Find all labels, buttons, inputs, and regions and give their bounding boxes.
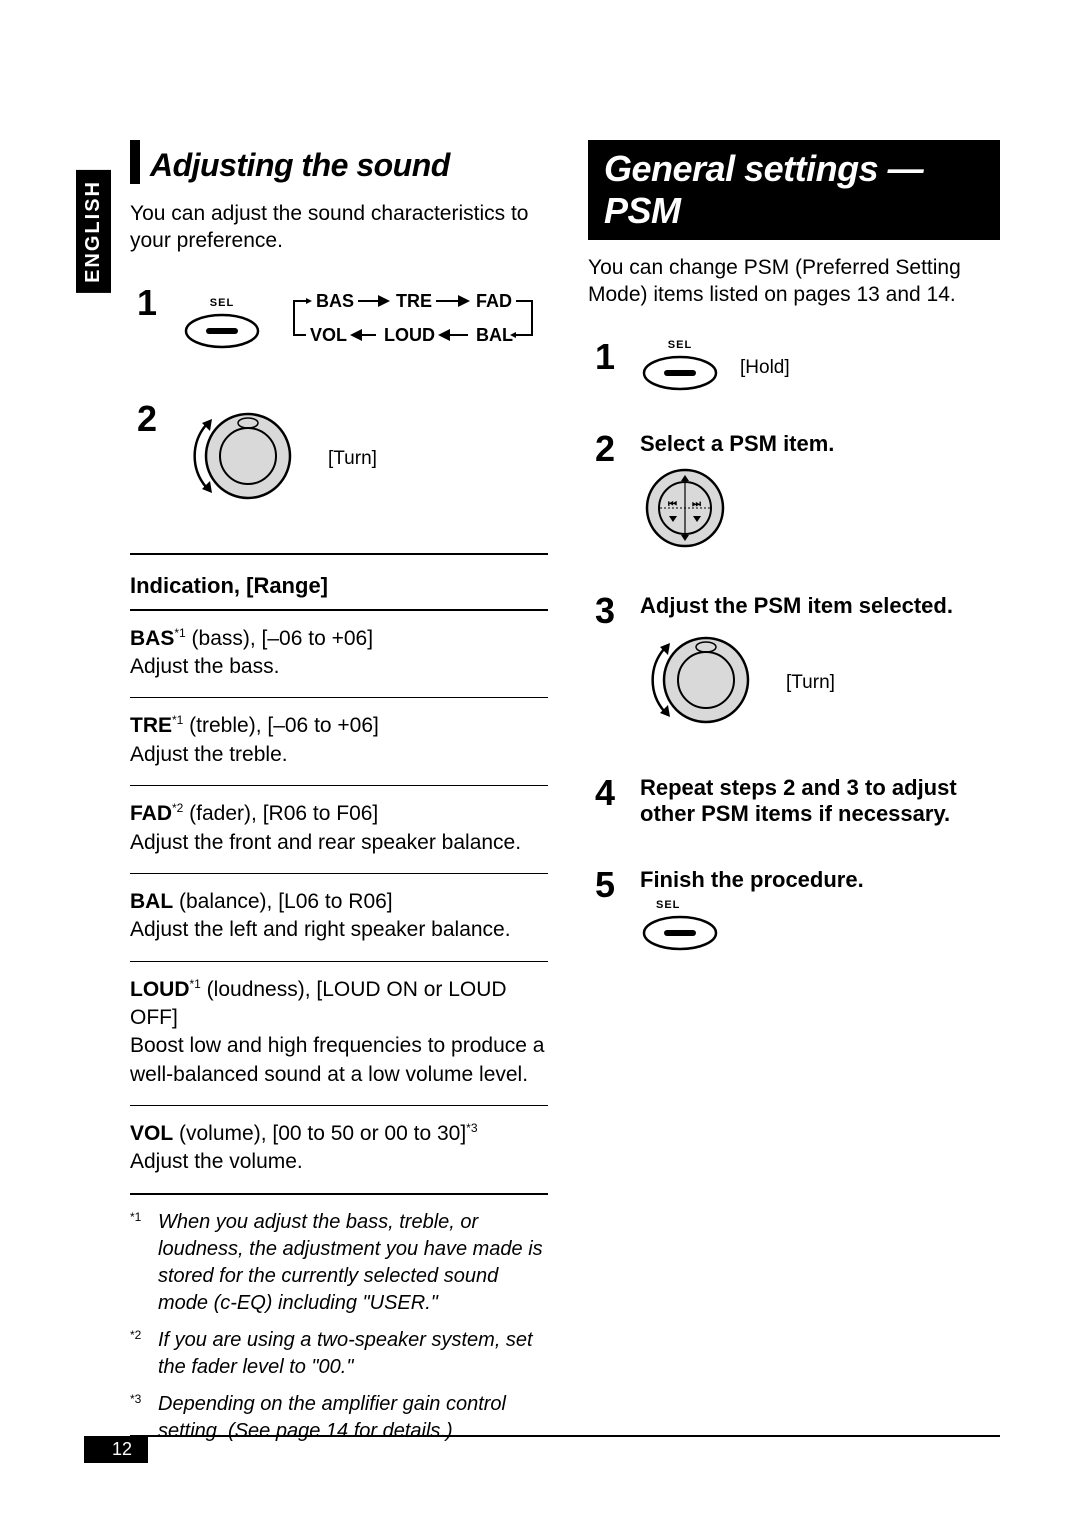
step-number: 5: [588, 867, 622, 903]
banner-heading: General settings — PSM: [588, 140, 1000, 240]
t: 3: [847, 775, 859, 800]
svg-text:LOUD: LOUD: [384, 325, 435, 345]
page-number: 12: [84, 1436, 148, 1463]
step-title: Finish the procedure.: [640, 867, 1000, 893]
t: 2: [783, 775, 795, 800]
footnotes: *1When you adjust the bass, treble, or l…: [130, 1195, 548, 1445]
sel-button-icon: [640, 911, 720, 957]
footer-rule: [130, 1435, 1000, 1437]
svg-text:VOL: VOL: [310, 325, 347, 345]
indication-heading: Indication, [Range]: [130, 555, 548, 611]
entry-row: BAS*1 (bass), [–06 to +06]Adjust the bas…: [130, 611, 548, 699]
sel-label: SEL: [656, 899, 1000, 911]
svg-text:FAD: FAD: [476, 291, 512, 311]
manual-page: ENGLISH Adjusting the sound You can adju…: [0, 0, 1080, 1529]
step-number: 2: [130, 401, 164, 437]
svg-text:TRE: TRE: [396, 291, 432, 311]
entries-list: BAS*1 (bass), [–06 to +06]Adjust the bas…: [130, 611, 548, 1195]
heading-bar-icon: [130, 140, 140, 184]
t: Repeat steps: [640, 775, 783, 800]
step-2: 2 [Turn]: [130, 401, 548, 517]
step-title: Adjust the PSM item selected.: [640, 593, 1000, 619]
sel-label: SEL: [182, 297, 262, 309]
sel-label: SEL: [640, 339, 720, 351]
psm-step-4: 4 Repeat steps 2 and 3 to adjust other P…: [588, 775, 1000, 833]
entry-row: BAL (balance), [L06 to R06]Adjust the le…: [130, 874, 548, 962]
psm-step-1: 1 SEL [Hold]: [588, 339, 1000, 397]
control-pad-icon: ⏮ ⏭: [640, 463, 730, 559]
step-title: Repeat steps 2 and 3 to adjust other PSM…: [640, 775, 1000, 827]
step-number: 1: [588, 339, 622, 375]
turn-label: [Turn]: [328, 448, 377, 470]
turn-label: [Turn]: [786, 672, 835, 694]
footnote: *2If you are using a two-speaker system,…: [130, 1327, 548, 1381]
entry-row: TRE*1 (treble), [–06 to +06]Adjust the t…: [130, 698, 548, 786]
step-title: Select a PSM item.: [640, 431, 1000, 457]
sequence-diagram: BAS TRE FAD BAL LOUD VOL: [288, 285, 548, 367]
step-1: 1 SEL: [130, 285, 548, 367]
dial-icon: [182, 401, 302, 517]
entry-row: FAD*2 (fader), [R06 to F06]Adjust the fr…: [130, 786, 548, 874]
entry-row: LOUD*1 (loudness), [LOUD ON or LOUD OFF]…: [130, 962, 548, 1106]
step-number: 2: [588, 431, 622, 467]
step-number: 1: [130, 285, 164, 321]
section-heading: Adjusting the sound: [130, 140, 548, 184]
two-columns: Adjusting the sound You can adjust the s…: [130, 140, 1000, 1455]
intro-text: You can adjust the sound characteristics…: [130, 200, 548, 255]
heading-text: Adjusting the sound: [150, 147, 450, 184]
svg-text:BAS: BAS: [316, 291, 354, 311]
footnote: *1When you adjust the bass, treble, or l…: [130, 1209, 548, 1317]
psm-step-5: 5 Finish the procedure. SEL: [588, 867, 1000, 957]
intro-text: You can change PSM (Preferred Setting Mo…: [588, 254, 1000, 309]
step-number: 3: [588, 593, 622, 629]
language-tab: ENGLISH: [76, 170, 111, 293]
svg-text:⏮: ⏮: [668, 499, 677, 510]
sel-button-icon: [640, 351, 720, 397]
psm-step-3: 3 Adjust the PSM item selected.: [588, 593, 1000, 741]
t: and: [795, 775, 846, 800]
hold-label: [Hold]: [740, 357, 790, 379]
dial-icon: [640, 625, 760, 741]
svg-text:⏭: ⏭: [692, 499, 701, 510]
step-number: 4: [588, 775, 622, 811]
sel-button-icon: [182, 309, 262, 355]
right-column: General settings — PSM You can change PS…: [588, 140, 1000, 1455]
psm-step-2: 2 Select a PSM item. ⏮ ⏭: [588, 431, 1000, 559]
svg-text:BAL: BAL: [476, 325, 513, 345]
left-column: Adjusting the sound You can adjust the s…: [130, 140, 548, 1455]
entry-row: VOL (volume), [00 to 50 or 00 to 30]*3Ad…: [130, 1106, 548, 1195]
